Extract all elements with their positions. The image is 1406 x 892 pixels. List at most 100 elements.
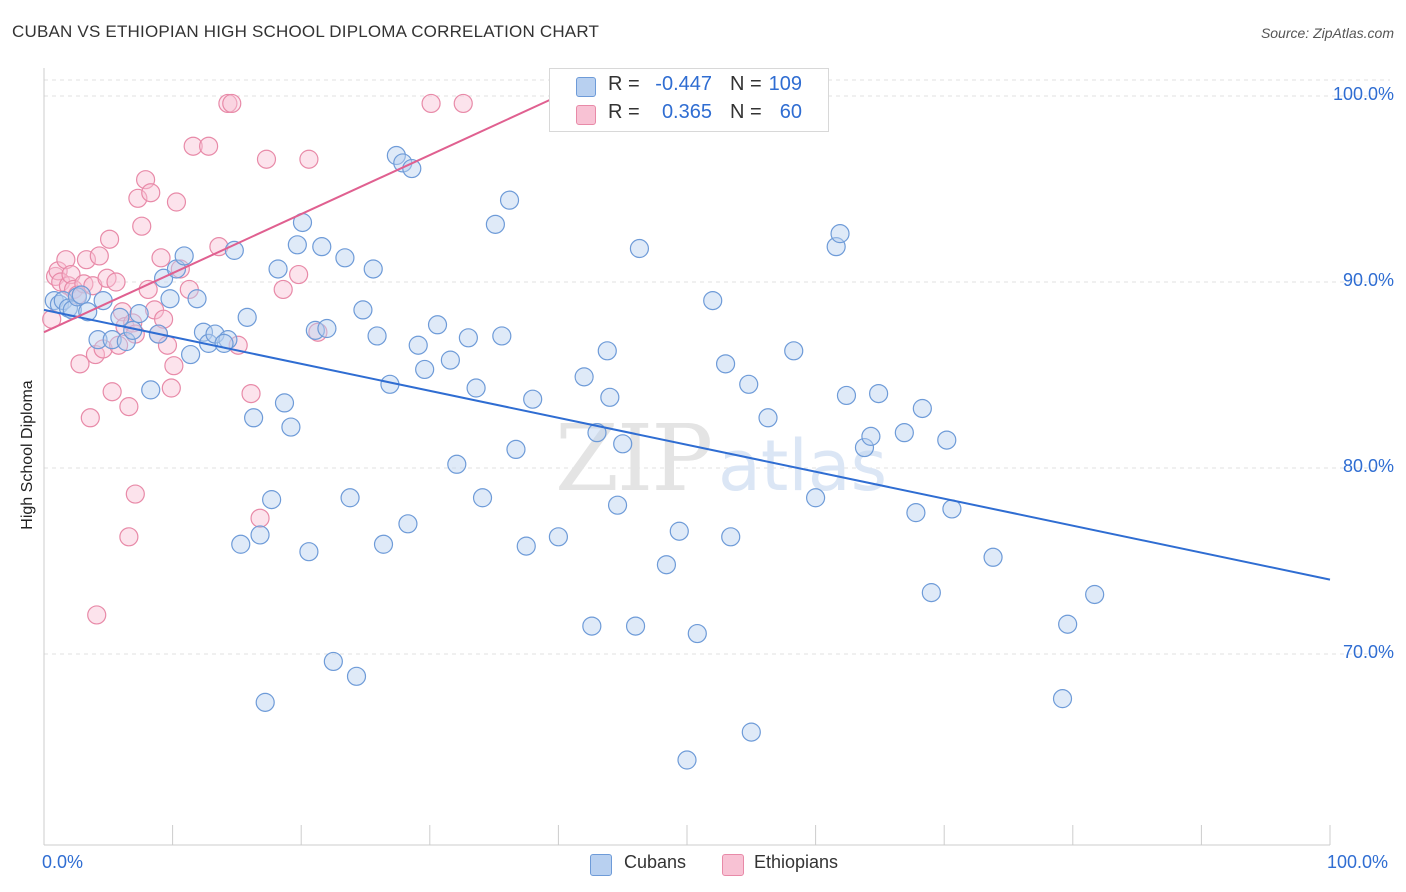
ethiopians-point	[48, 261, 68, 281]
cubans-point	[687, 623, 707, 644]
cubans-point	[181, 344, 201, 365]
cubans-point	[458, 328, 478, 348]
ethiopians-point	[209, 237, 229, 257]
watermark-atlas: atlas	[718, 425, 887, 507]
ethiopians-point	[70, 354, 90, 374]
cubans-point	[353, 300, 373, 320]
cubans-point	[255, 692, 275, 712]
cubans-point	[869, 384, 889, 404]
ethiopians-point	[80, 408, 100, 428]
cubans-point	[830, 224, 850, 244]
cubans-point	[250, 525, 270, 545]
cubans-point	[408, 335, 428, 355]
ethiopians-point	[119, 527, 139, 547]
cubans-point	[523, 389, 543, 409]
ethiopians-swatch	[576, 105, 596, 125]
n-label: N =	[730, 101, 762, 123]
cubans-point	[1085, 584, 1105, 605]
cubans-point	[268, 259, 288, 279]
cubans-point	[854, 437, 875, 458]
cubans-point	[340, 488, 360, 508]
cubans-point	[312, 237, 332, 257]
cubans-point	[548, 527, 569, 547]
cubans-point	[447, 454, 467, 474]
ethiopians-point	[161, 378, 181, 398]
ethiopians-point	[183, 136, 203, 156]
cubans-point	[921, 583, 941, 603]
y-axis-label: High School Diploma	[19, 380, 36, 530]
cubans-point	[415, 359, 435, 380]
r-label: R =	[608, 101, 640, 123]
n-label: N =	[730, 73, 762, 95]
cubans-point	[367, 326, 387, 346]
ethiopians-point	[89, 246, 109, 266]
ethiopians-point	[222, 93, 242, 114]
cubans-point	[274, 393, 295, 413]
cubans-point	[398, 514, 418, 534]
cubans-point	[506, 439, 526, 459]
cubans-point	[231, 534, 251, 554]
n-value: 60	[779, 101, 802, 123]
cubans-point	[363, 259, 383, 279]
ethiopians-point	[166, 192, 187, 212]
cubans-point	[629, 238, 650, 259]
cubans-point	[492, 326, 512, 346]
cubans-point	[587, 423, 607, 443]
ethiopians-point	[99, 229, 120, 249]
cubans-point	[574, 367, 594, 387]
cubans-point	[386, 145, 406, 166]
cubans-point	[129, 304, 149, 324]
cubans-point	[102, 330, 122, 350]
cubans-point	[281, 417, 301, 437]
cubans-point	[805, 488, 826, 508]
cubans-point	[71, 285, 91, 305]
cubans-point	[758, 408, 778, 428]
cubans-point	[613, 434, 633, 454]
cubans-point	[499, 190, 520, 210]
r-value: 0.365	[661, 101, 712, 123]
cubans-point	[299, 542, 319, 562]
cubans-point	[1052, 689, 1073, 709]
r-value: -0.447	[655, 73, 712, 95]
cubans-point	[937, 430, 957, 450]
ethiopians-point	[273, 279, 293, 300]
cubans-point	[237, 307, 257, 327]
ethiopians-point	[256, 149, 277, 169]
ethiopians-point	[299, 149, 319, 169]
cubans-point	[741, 722, 761, 742]
cubans-point	[116, 331, 136, 352]
cubans-point	[1058, 614, 1078, 634]
ethiopians-point	[151, 248, 171, 268]
cubans-swatch	[576, 77, 596, 97]
cubans-point	[317, 318, 337, 339]
cubans-point	[427, 315, 448, 335]
cubans-point	[485, 214, 505, 234]
cubans-point	[906, 503, 926, 523]
x-tick-label-min: 0.0%	[42, 852, 84, 872]
ethiopians-point	[141, 183, 161, 203]
legend-row-cubans: R = -0.447 N = 109	[550, 73, 828, 99]
ethiopians-point	[119, 397, 139, 417]
cubans-point	[440, 350, 460, 370]
cubans-point	[346, 666, 367, 686]
cubans-point	[739, 374, 759, 394]
ethiopians-point	[138, 279, 158, 300]
y-tick-label: 70.0%	[1342, 642, 1394, 662]
cubans-trend-line	[43, 308, 1331, 581]
cubans-point	[836, 385, 857, 406]
cubans-point	[174, 246, 194, 266]
y-tick-label: 80.0%	[1342, 456, 1394, 476]
x-tick-label-max: 100.0%	[1327, 852, 1389, 872]
cubans-point	[912, 398, 932, 419]
n-value: 109	[768, 73, 802, 95]
legend-cubans-swatch	[590, 854, 612, 876]
ethiopians-trend-line	[43, 95, 559, 334]
cubans-point	[607, 495, 628, 515]
cubans-point	[323, 651, 343, 672]
ethiopians-point	[87, 605, 107, 625]
ethiopians-point	[289, 264, 309, 285]
ethiopians-point	[76, 250, 97, 270]
cubans-point	[466, 378, 486, 398]
legend-row-ethiopians: R = 0.365 N = 60	[550, 101, 828, 127]
